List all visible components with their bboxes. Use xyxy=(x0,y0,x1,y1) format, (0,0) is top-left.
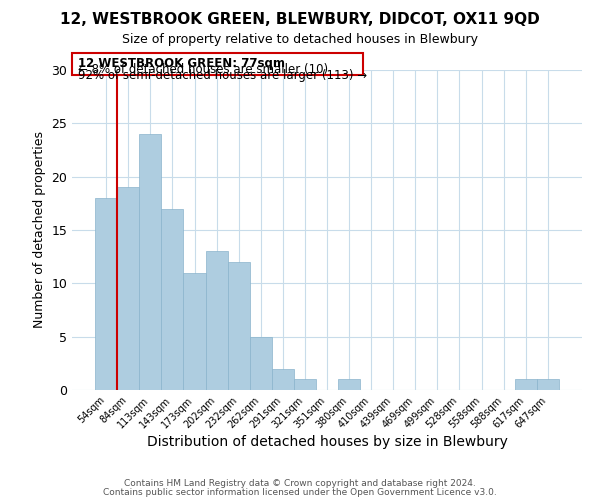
Bar xyxy=(227,262,250,390)
Bar xyxy=(515,380,537,390)
Bar xyxy=(161,208,184,390)
Text: Size of property relative to detached houses in Blewbury: Size of property relative to detached ho… xyxy=(122,32,478,46)
Text: 92% of semi-detached houses are larger (113) →: 92% of semi-detached houses are larger (… xyxy=(78,70,367,82)
Y-axis label: Number of detached properties: Number of detached properties xyxy=(33,132,46,328)
Text: 12 WESTBROOK GREEN: 77sqm: 12 WESTBROOK GREEN: 77sqm xyxy=(78,56,285,70)
Text: Contains HM Land Registry data © Crown copyright and database right 2024.: Contains HM Land Registry data © Crown c… xyxy=(124,478,476,488)
Bar xyxy=(537,380,559,390)
X-axis label: Distribution of detached houses by size in Blewbury: Distribution of detached houses by size … xyxy=(146,436,508,450)
Bar xyxy=(272,368,294,390)
Bar xyxy=(250,336,272,390)
Text: ← 8% of detached houses are smaller (10): ← 8% of detached houses are smaller (10) xyxy=(78,63,328,76)
Bar xyxy=(338,380,360,390)
Text: Contains public sector information licensed under the Open Government Licence v3: Contains public sector information licen… xyxy=(103,488,497,497)
Bar xyxy=(117,188,139,390)
Text: 12, WESTBROOK GREEN, BLEWBURY, DIDCOT, OX11 9QD: 12, WESTBROOK GREEN, BLEWBURY, DIDCOT, O… xyxy=(60,12,540,28)
Bar xyxy=(206,252,227,390)
Bar xyxy=(184,272,206,390)
Bar xyxy=(139,134,161,390)
Bar xyxy=(294,380,316,390)
Bar xyxy=(95,198,117,390)
